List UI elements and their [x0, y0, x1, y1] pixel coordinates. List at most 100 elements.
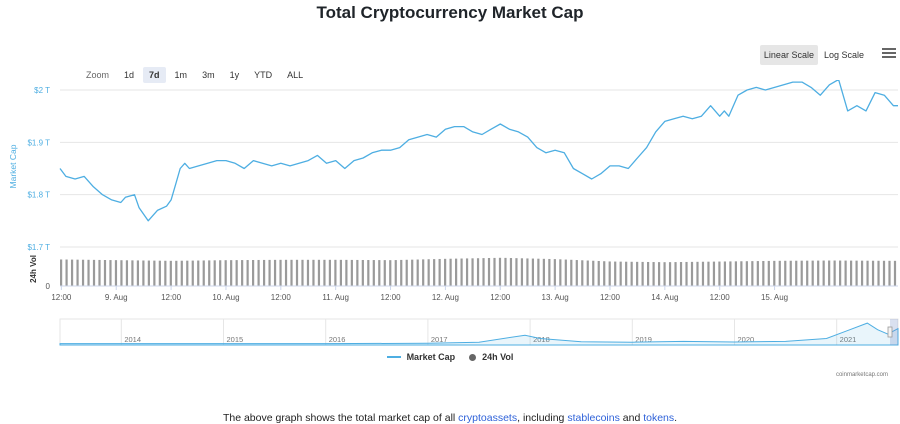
- volume-bar: [630, 261, 633, 286]
- volume-bar: [882, 260, 886, 286]
- volume-bar: [515, 258, 518, 286]
- dot-swatch-icon: [469, 353, 477, 361]
- volume-bar: [153, 260, 156, 286]
- volume-bar: [888, 260, 891, 286]
- volume-y-tick-label: 0: [46, 282, 51, 291]
- volume-bar: [586, 260, 589, 286]
- volume-bar: [295, 259, 299, 286]
- volume-bar: [460, 258, 463, 286]
- volume-bar: [476, 258, 480, 286]
- volume-bar: [701, 261, 705, 286]
- cryptoassets-link[interactable]: cryptoassets: [458, 412, 518, 424]
- market-cap-chart: $2 T $1.9 T $1.8 T $1.7 T Market Cap 0 24h Vol…: [8, 80, 899, 346]
- log-scale-button[interactable]: Log Scale: [823, 50, 864, 60]
- volume-bar: [114, 260, 118, 286]
- volume-bar: [734, 261, 737, 286]
- caption-text-mid2: and: [619, 412, 644, 424]
- volume-bar: [614, 261, 617, 286]
- volume-bar: [142, 260, 145, 286]
- volume-bar: [795, 260, 798, 286]
- volume-bar: [361, 259, 364, 286]
- volume-bar: [444, 258, 447, 286]
- volume-bar: [422, 259, 425, 286]
- volume-bar: [740, 261, 743, 286]
- zoom-button-1m[interactable]: 1m: [174, 70, 188, 80]
- volume-bar: [751, 261, 754, 286]
- volume-bar: [279, 259, 282, 286]
- volume-bar: [498, 257, 502, 286]
- zoom-toolbar: Zoom 1d 7d 1m 3m 1y YTD ALL: [86, 67, 309, 83]
- volume-bar: [745, 261, 748, 286]
- volume-bar: [454, 258, 458, 286]
- volume-bar: [828, 260, 831, 286]
- x-tick-label: 12:00: [490, 293, 511, 302]
- x-tick-label: 12:00: [161, 293, 182, 302]
- volume-bar: [213, 260, 216, 286]
- volume-bar: [103, 260, 107, 286]
- volume-bar: [696, 261, 699, 286]
- volume-bar: [405, 259, 408, 286]
- scale-toggle: Linear Scale Log Scale: [759, 45, 868, 65]
- hamburger-menu-icon[interactable]: [882, 46, 896, 60]
- volume-bar: [427, 259, 430, 286]
- volume-bar: [657, 262, 661, 286]
- volume-bar: [306, 259, 310, 286]
- legend-item-market-cap[interactable]: Market Cap: [386, 352, 455, 362]
- volume-bar: [718, 261, 721, 286]
- zoom-button-1d[interactable]: 1d: [124, 70, 135, 80]
- volume-bar: [411, 259, 414, 286]
- volume-bar: [597, 260, 600, 286]
- linear-scale-button[interactable]: Linear Scale: [759, 45, 818, 65]
- volume-bar: [641, 261, 644, 286]
- volume-bar: [60, 259, 63, 286]
- navigator-tick-label: 2017: [431, 335, 448, 344]
- volume-bar: [487, 258, 491, 286]
- volume-bar: [531, 258, 535, 286]
- volume-bar: [208, 260, 211, 286]
- volume-bar: [520, 258, 524, 286]
- volume-bar: [136, 260, 140, 286]
- volume-bar: [70, 259, 74, 286]
- volume-bar: [509, 258, 513, 286]
- zoom-button-3m[interactable]: 3m: [202, 70, 215, 80]
- volume-bar: [356, 259, 359, 286]
- volume-bar: [334, 259, 337, 286]
- volume-bar: [438, 258, 441, 286]
- x-tick-label: 12:00: [600, 293, 621, 302]
- stablecoins-link[interactable]: stablecoins: [567, 412, 620, 424]
- volume-bar: [778, 260, 781, 286]
- volume-bar: [762, 260, 765, 286]
- volume-bar: [109, 260, 112, 286]
- volume-bar: [378, 260, 381, 286]
- zoom-button-7d[interactable]: 7d: [143, 67, 166, 83]
- volume-bar: [416, 259, 419, 286]
- volume-bar: [284, 259, 288, 286]
- zoom-button-ytd[interactable]: YTD: [254, 70, 273, 80]
- volume-bar: [120, 260, 123, 286]
- volume-bar: [383, 260, 386, 286]
- x-tick-label: 12. Aug: [432, 293, 459, 302]
- chart-caption: The above graph shows the total market c…: [0, 412, 900, 424]
- chart-legend: Market Cap 24h Vol: [0, 352, 900, 362]
- zoom-button-all[interactable]: ALL: [287, 70, 304, 80]
- volume-bar: [603, 261, 606, 286]
- legend-item-volume[interactable]: 24h Vol: [469, 352, 513, 362]
- navigator-selection: [890, 319, 898, 345]
- tokens-link[interactable]: tokens: [643, 412, 675, 424]
- volume-bar: [345, 259, 348, 286]
- volume-bar: [257, 259, 260, 286]
- navigator-tick-label: 2015: [227, 335, 244, 344]
- volume-bar: [707, 261, 710, 286]
- volume-bar: [559, 259, 562, 286]
- x-tick-label: 13. Aug: [542, 293, 569, 302]
- navigator-series-area: [59, 322, 899, 346]
- volume-bar: [811, 260, 814, 286]
- volume-bar: [712, 261, 716, 286]
- x-tick-label: 11. Aug: [322, 293, 349, 302]
- volume-bar: [273, 259, 277, 286]
- volume-bar: [312, 259, 315, 286]
- volume-bar: [679, 262, 683, 286]
- y-tick-label: $1.7 T: [27, 243, 50, 252]
- zoom-button-1y[interactable]: 1y: [229, 70, 240, 80]
- x-tick-label: 10. Aug: [212, 293, 239, 302]
